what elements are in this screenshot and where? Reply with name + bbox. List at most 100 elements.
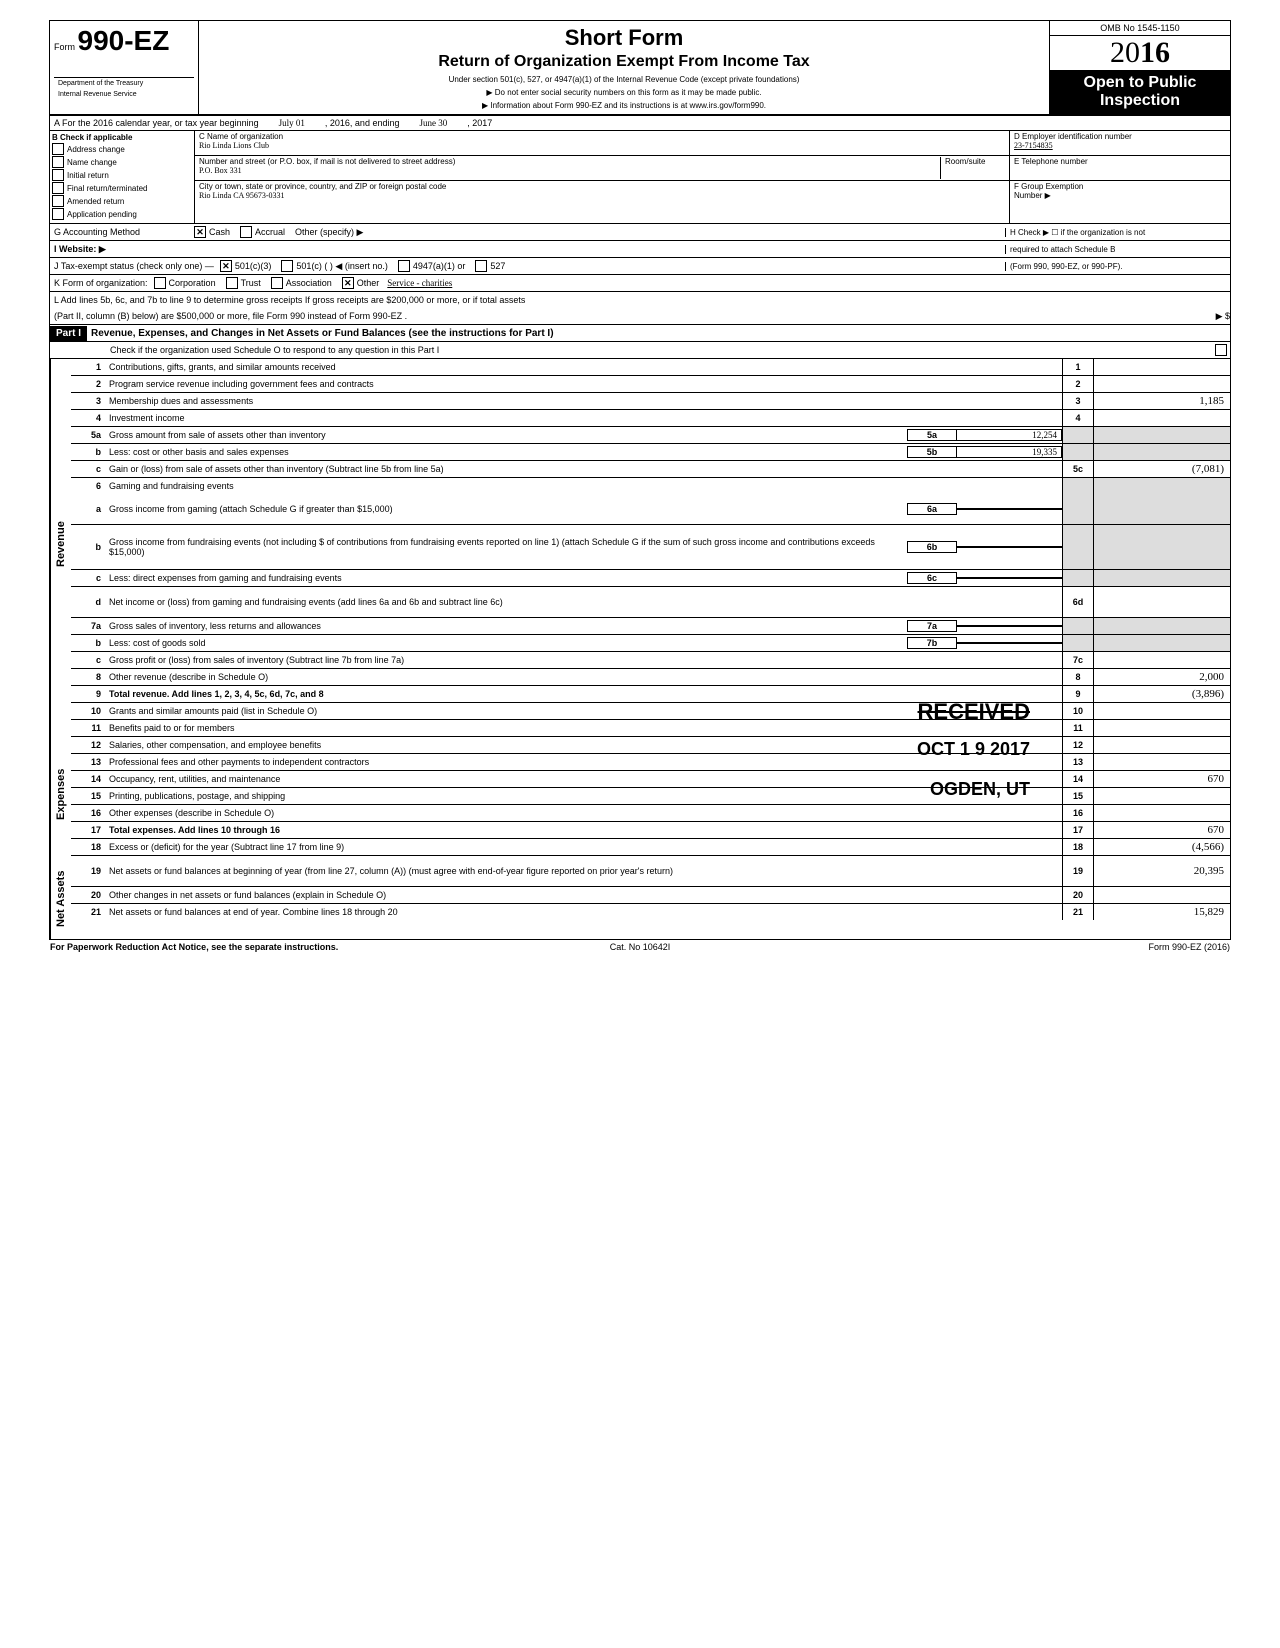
form-prefix: Form: [54, 42, 75, 52]
form-990ez: Form 990-EZ Department of the Treasury I…: [49, 20, 1231, 940]
line-1-amt: [1094, 359, 1230, 375]
line-7b-amt: [957, 642, 1062, 644]
check-trust[interactable]: [226, 277, 238, 289]
check-address-change[interactable]: Address change: [52, 143, 192, 155]
org-name: Rio Linda Lions Club: [199, 141, 1005, 150]
line-16-amt: [1094, 805, 1230, 821]
line-11-amt: [1094, 720, 1230, 736]
section-h: H Check ▶ ☐ if the organization is not: [1005, 228, 1230, 237]
group-exempt-label: F Group Exemption: [1014, 182, 1226, 191]
line-6c-amt: [957, 577, 1062, 579]
check-501c3[interactable]: [220, 260, 232, 272]
line-13-amt: [1094, 754, 1230, 770]
section-b-label: B Check if applicable: [52, 133, 192, 142]
line-20-desc: Other changes in net assets or fund bala…: [107, 889, 1062, 901]
check-final-return[interactable]: Final return/terminated: [52, 182, 192, 194]
right-col: D Employer identification number 23-7154…: [1009, 131, 1230, 223]
short-form-title: Short Form: [203, 25, 1045, 51]
line-2-amt: [1094, 376, 1230, 392]
line-5c-desc: Gain or (loss) from sale of assets other…: [107, 463, 1062, 475]
line-7a-desc: Gross sales of inventory, less returns a…: [107, 620, 903, 632]
header-title-area: Short Form Return of Organization Exempt…: [199, 21, 1049, 114]
line-7c-desc: Gross profit or (loss) from sales of inv…: [107, 654, 1062, 666]
tax-year: 2016: [1050, 36, 1230, 70]
section-g-label: G Accounting Method: [50, 227, 194, 237]
phone-label: E Telephone number: [1014, 157, 1226, 166]
part1-check-row: Check if the organization used Schedule …: [50, 342, 1230, 359]
begin-date: July 01: [279, 118, 305, 128]
line-8-amt: 2,000: [1094, 669, 1230, 685]
check-name-change[interactable]: Name change: [52, 156, 192, 168]
line-19-desc: Net assets or fund balances at beginning…: [107, 865, 1062, 877]
line-13-desc: Professional fees and other payments to …: [107, 756, 1062, 768]
check-amended-return[interactable]: Amended return: [52, 195, 192, 207]
section-j-label: J Tax-exempt status (check only one) —: [50, 261, 214, 271]
check-527[interactable]: [475, 260, 487, 272]
check-assoc[interactable]: [271, 277, 283, 289]
section-a-row: A For the 2016 calendar year, or tax yea…: [50, 116, 1230, 131]
line-7c-amt: [1094, 652, 1230, 668]
street-value: P.O. Box 331: [199, 166, 940, 175]
line-5a-amt: 12,254: [957, 429, 1062, 441]
line-16-desc: Other expenses (describe in Schedule O): [107, 807, 1062, 819]
part1-header-row: Part I Revenue, Expenses, and Changes in…: [50, 325, 1230, 342]
section-b-area: B Check if applicable Address change Nam…: [50, 131, 1230, 224]
ein-label: D Employer identification number: [1014, 132, 1226, 141]
line-17-amt: 670: [1094, 822, 1230, 838]
line-4-amt: [1094, 410, 1230, 426]
check-cash[interactable]: [194, 226, 206, 238]
line-17-desc: Total expenses. Add lines 10 through 16: [107, 824, 1062, 836]
form-header: Form 990-EZ Department of the Treasury I…: [50, 21, 1230, 116]
name-cell: C Name of organization Rio Linda Lions C…: [195, 131, 1009, 156]
net-assets-vert-label: Net Assets: [50, 859, 71, 939]
part1-table: Revenue Expenses Net Assets RECEIVED OCT…: [50, 359, 1230, 939]
section-c-area: C Name of organization Rio Linda Lions C…: [194, 131, 1009, 223]
line-18-desc: Excess or (deficit) for the year (Subtra…: [107, 841, 1062, 853]
section-h-label: H Check ▶ ☐ if the organization is not: [1010, 228, 1145, 237]
line-14-desc: Occupancy, rent, utilities, and maintena…: [107, 773, 1062, 785]
check-accrual[interactable]: [240, 226, 252, 238]
line-9-desc: Total revenue. Add lines 1, 2, 3, 4, 5c,…: [107, 688, 1062, 700]
section-a-end-year: , 2017: [467, 118, 492, 128]
info-text: ▶ Information about Form 990-EZ and its …: [203, 101, 1045, 110]
line-9-amt: (3,896): [1094, 686, 1230, 702]
open-public-badge: Open to Public Inspection: [1050, 70, 1230, 114]
name-label: C Name of organization: [199, 132, 1005, 141]
street-label: Number and street (or P.O. box, if mail …: [199, 157, 940, 166]
line-5b-desc: Less: cost or other basis and sales expe…: [107, 446, 903, 458]
check-application-pending[interactable]: Application pending: [52, 208, 192, 220]
line-10-amt: [1094, 703, 1230, 719]
year-outline: 20: [1110, 36, 1140, 69]
check-4947[interactable]: [398, 260, 410, 272]
line-5c-amt: (7,081): [1094, 461, 1230, 477]
line-15-desc: Printing, publications, postage, and shi…: [107, 790, 1062, 802]
omb-number: OMB No 1545-1150: [1050, 21, 1230, 36]
city-value: Rio Linda CA 95673-0331: [199, 191, 1005, 200]
line-5b-amt: 19,335: [957, 446, 1062, 458]
footer-row: For Paperwork Reduction Act Notice, see …: [46, 940, 1234, 954]
ein-value: 23-7154835: [1014, 141, 1226, 150]
city-label: City or town, state or province, country…: [199, 182, 1005, 191]
check-other-org[interactable]: [342, 277, 354, 289]
line-1-desc: Contributions, gifts, grants, and simila…: [107, 361, 1062, 373]
room-label: Room/suite: [940, 157, 1005, 179]
section-f: F Group Exemption Number ▶: [1010, 181, 1230, 205]
footer-right: Form 990-EZ (2016): [670, 942, 1230, 952]
line-4-desc: Investment income: [107, 412, 1062, 424]
section-j-row: J Tax-exempt status (check only one) — 5…: [50, 258, 1230, 275]
section-e: E Telephone number: [1010, 156, 1230, 181]
header-right-box: OMB No 1545-1150 2016 Open to Public Ins…: [1049, 21, 1230, 114]
check-501c[interactable]: [281, 260, 293, 272]
line-8-desc: Other revenue (describe in Schedule O): [107, 671, 1062, 683]
check-initial-return[interactable]: Initial return: [52, 169, 192, 181]
section-i-row: I Website: ▶ required to attach Schedule…: [50, 241, 1230, 258]
section-l-2: (Part II, column (B) below) are $500,000…: [50, 308, 1230, 325]
part1-checkbox[interactable]: [1215, 344, 1227, 356]
form-number: 990-EZ: [78, 25, 170, 56]
end-month: June 30: [419, 118, 447, 128]
line-7b-desc: Less: cost of goods sold: [107, 637, 903, 649]
line-6b-desc: Gross income from fundraising events (no…: [107, 536, 903, 558]
line-3-amt: 1,185: [1094, 393, 1230, 409]
check-corp[interactable]: [154, 277, 166, 289]
dept-irs: Internal Revenue Service: [54, 89, 202, 100]
